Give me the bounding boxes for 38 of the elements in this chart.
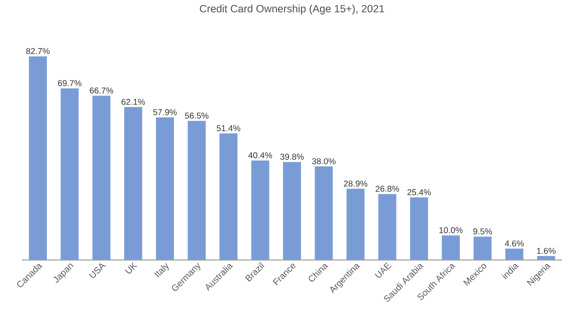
bar [60, 88, 79, 260]
bar [474, 236, 492, 260]
chart-title: Credit Card Ownership (Age 15+), 2021 [200, 4, 384, 14]
bar [346, 188, 365, 260]
bar [28, 56, 47, 260]
data-label: 57.9% [153, 109, 177, 116]
x-tick-label: USA [88, 264, 106, 278]
data-label: 39.8% [280, 154, 304, 160]
data-label: 40.4% [248, 152, 272, 158]
data-label: 25.4% [407, 189, 431, 196]
data-label: 1.6% [537, 248, 556, 254]
bar [378, 194, 396, 260]
data-label: 82.7% [26, 48, 50, 54]
bar [124, 107, 142, 260]
data-label: 28.9% [344, 180, 368, 187]
bar [188, 120, 206, 260]
bar [410, 197, 428, 260]
data-label: 4.6% [504, 240, 524, 246]
bar [156, 117, 174, 260]
data-label: 10.0% [439, 227, 463, 234]
bar [251, 160, 270, 260]
bar [283, 162, 302, 260]
data-label: 26.8% [376, 186, 400, 192]
data-label: 62.1% [122, 98, 145, 105]
x-tick-label: Italy [154, 262, 169, 278]
data-label: 69.7% [58, 80, 82, 86]
data-label: 56.5% [185, 112, 208, 119]
data-label: 51.4% [216, 125, 240, 132]
data-label: 38.0% [312, 158, 336, 164]
bar [92, 96, 110, 260]
bar [219, 133, 238, 260]
bar [314, 166, 333, 260]
bar [505, 248, 524, 260]
data-label: 66.7% [90, 88, 114, 94]
bar [537, 256, 556, 260]
data-label: 9.5% [473, 228, 492, 234]
bar [442, 235, 460, 260]
x-tick-label: UK [124, 262, 138, 274]
